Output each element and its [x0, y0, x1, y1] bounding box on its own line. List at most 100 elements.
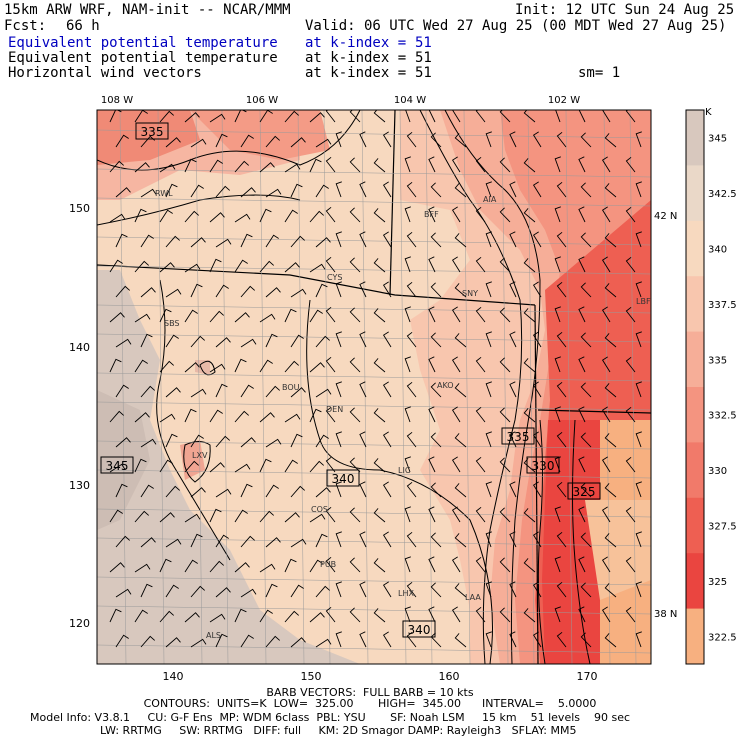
wind-barb — [240, 338, 257, 348]
wind-barb — [359, 331, 367, 348]
wind-barb — [240, 134, 254, 148]
wind-barb — [184, 158, 197, 173]
wind-barb — [625, 256, 636, 273]
wind-barb — [134, 458, 147, 473]
wind-barb — [115, 384, 129, 398]
wind-barb — [604, 533, 617, 548]
wind-barb — [532, 181, 542, 198]
wind-barb — [509, 431, 517, 448]
county-line — [565, 110, 573, 664]
station-den: DEN — [326, 405, 343, 414]
wind-barb — [451, 306, 461, 323]
wind-barb — [451, 356, 461, 373]
colorbar-swatch — [686, 165, 704, 222]
wind-barb — [454, 483, 467, 498]
wind-barb — [209, 462, 225, 473]
wind-barb — [405, 110, 411, 123]
wind-barb — [604, 433, 617, 448]
wind-barb — [428, 256, 436, 273]
wind-barb — [359, 431, 367, 448]
wind-barb — [335, 381, 342, 398]
wind-barb — [499, 110, 511, 123]
colorbar-label: 345 — [708, 134, 727, 145]
wind-barb — [315, 585, 330, 598]
wind-barb — [359, 481, 367, 498]
wind-barb — [430, 532, 442, 548]
wind-barb — [625, 456, 636, 473]
wind-barb — [625, 110, 636, 123]
wind-barb — [159, 558, 172, 573]
wind-barb — [209, 613, 226, 623]
wind-barb — [190, 237, 206, 248]
wind-barb — [140, 438, 157, 448]
wind-barb — [499, 307, 511, 323]
wind-barb — [454, 233, 467, 248]
wind-barb — [635, 531, 642, 548]
colorbar-label: 342.5 — [708, 189, 737, 200]
wind-barb — [475, 256, 486, 273]
wind-barb — [349, 557, 361, 573]
wind-barb — [165, 538, 182, 548]
wind-barb — [234, 259, 248, 273]
wind-barb — [404, 606, 411, 623]
contour-info: CONTOURS: UNITS=K LOW= 325.00 HIGH= 345.… — [143, 697, 597, 710]
wind-barb — [499, 157, 511, 173]
wind-barb — [604, 183, 617, 198]
wind-barb — [190, 434, 204, 448]
wind-barb — [259, 609, 273, 623]
wind-barb — [259, 412, 275, 423]
wind-barb — [265, 635, 280, 648]
wind-barb — [475, 306, 486, 323]
wind-barb — [523, 608, 536, 623]
wind-barb — [604, 583, 617, 598]
wind-barb — [556, 181, 567, 198]
wind-barb — [406, 181, 417, 198]
wind-barb — [509, 481, 517, 498]
wind-barb — [430, 182, 442, 198]
wind-barb — [335, 531, 342, 548]
wind-barb — [349, 157, 361, 173]
wind-barb — [382, 131, 392, 148]
station-aia: AIA — [483, 195, 497, 204]
wind-barb — [309, 408, 322, 423]
county-line — [323, 110, 331, 664]
wind-barb — [428, 206, 436, 223]
wind-barb — [349, 207, 361, 223]
wind-barb — [523, 110, 536, 123]
wind-barb — [290, 288, 307, 298]
wind-barb — [215, 337, 231, 348]
wind-barb — [315, 388, 332, 398]
wind-barb — [284, 163, 301, 173]
wind-barb — [184, 612, 200, 623]
wind-barb — [259, 458, 272, 473]
colorbar-swatch — [686, 276, 704, 333]
x-tick-170: 170 — [577, 670, 598, 683]
wind-barb — [115, 634, 129, 648]
station-cys: CYS — [327, 273, 342, 282]
wind-barb — [240, 483, 253, 498]
wind-barb — [234, 358, 247, 373]
wind-barb — [373, 508, 386, 523]
wind-barb — [373, 458, 386, 473]
wind-barb — [428, 306, 436, 323]
wind-barb — [428, 556, 436, 573]
wind-barb — [325, 256, 336, 273]
wind-barb — [454, 333, 467, 348]
wind-barb — [315, 487, 331, 498]
wind-barb — [215, 587, 231, 598]
wind-barb — [335, 331, 342, 348]
wind-barb — [404, 506, 411, 523]
wind-barb — [373, 358, 386, 373]
wind-barb — [451, 206, 461, 223]
wind-barb — [382, 181, 392, 198]
wind-barb — [359, 631, 367, 648]
county-line — [425, 110, 433, 664]
wind-barb — [532, 581, 542, 598]
wind-barb — [109, 463, 126, 473]
wind-barb — [240, 535, 255, 548]
wind-barb — [428, 606, 436, 623]
county-line — [259, 110, 267, 664]
wind-barb — [554, 306, 561, 323]
wind-barb — [184, 210, 199, 223]
wind-barb — [335, 481, 342, 498]
